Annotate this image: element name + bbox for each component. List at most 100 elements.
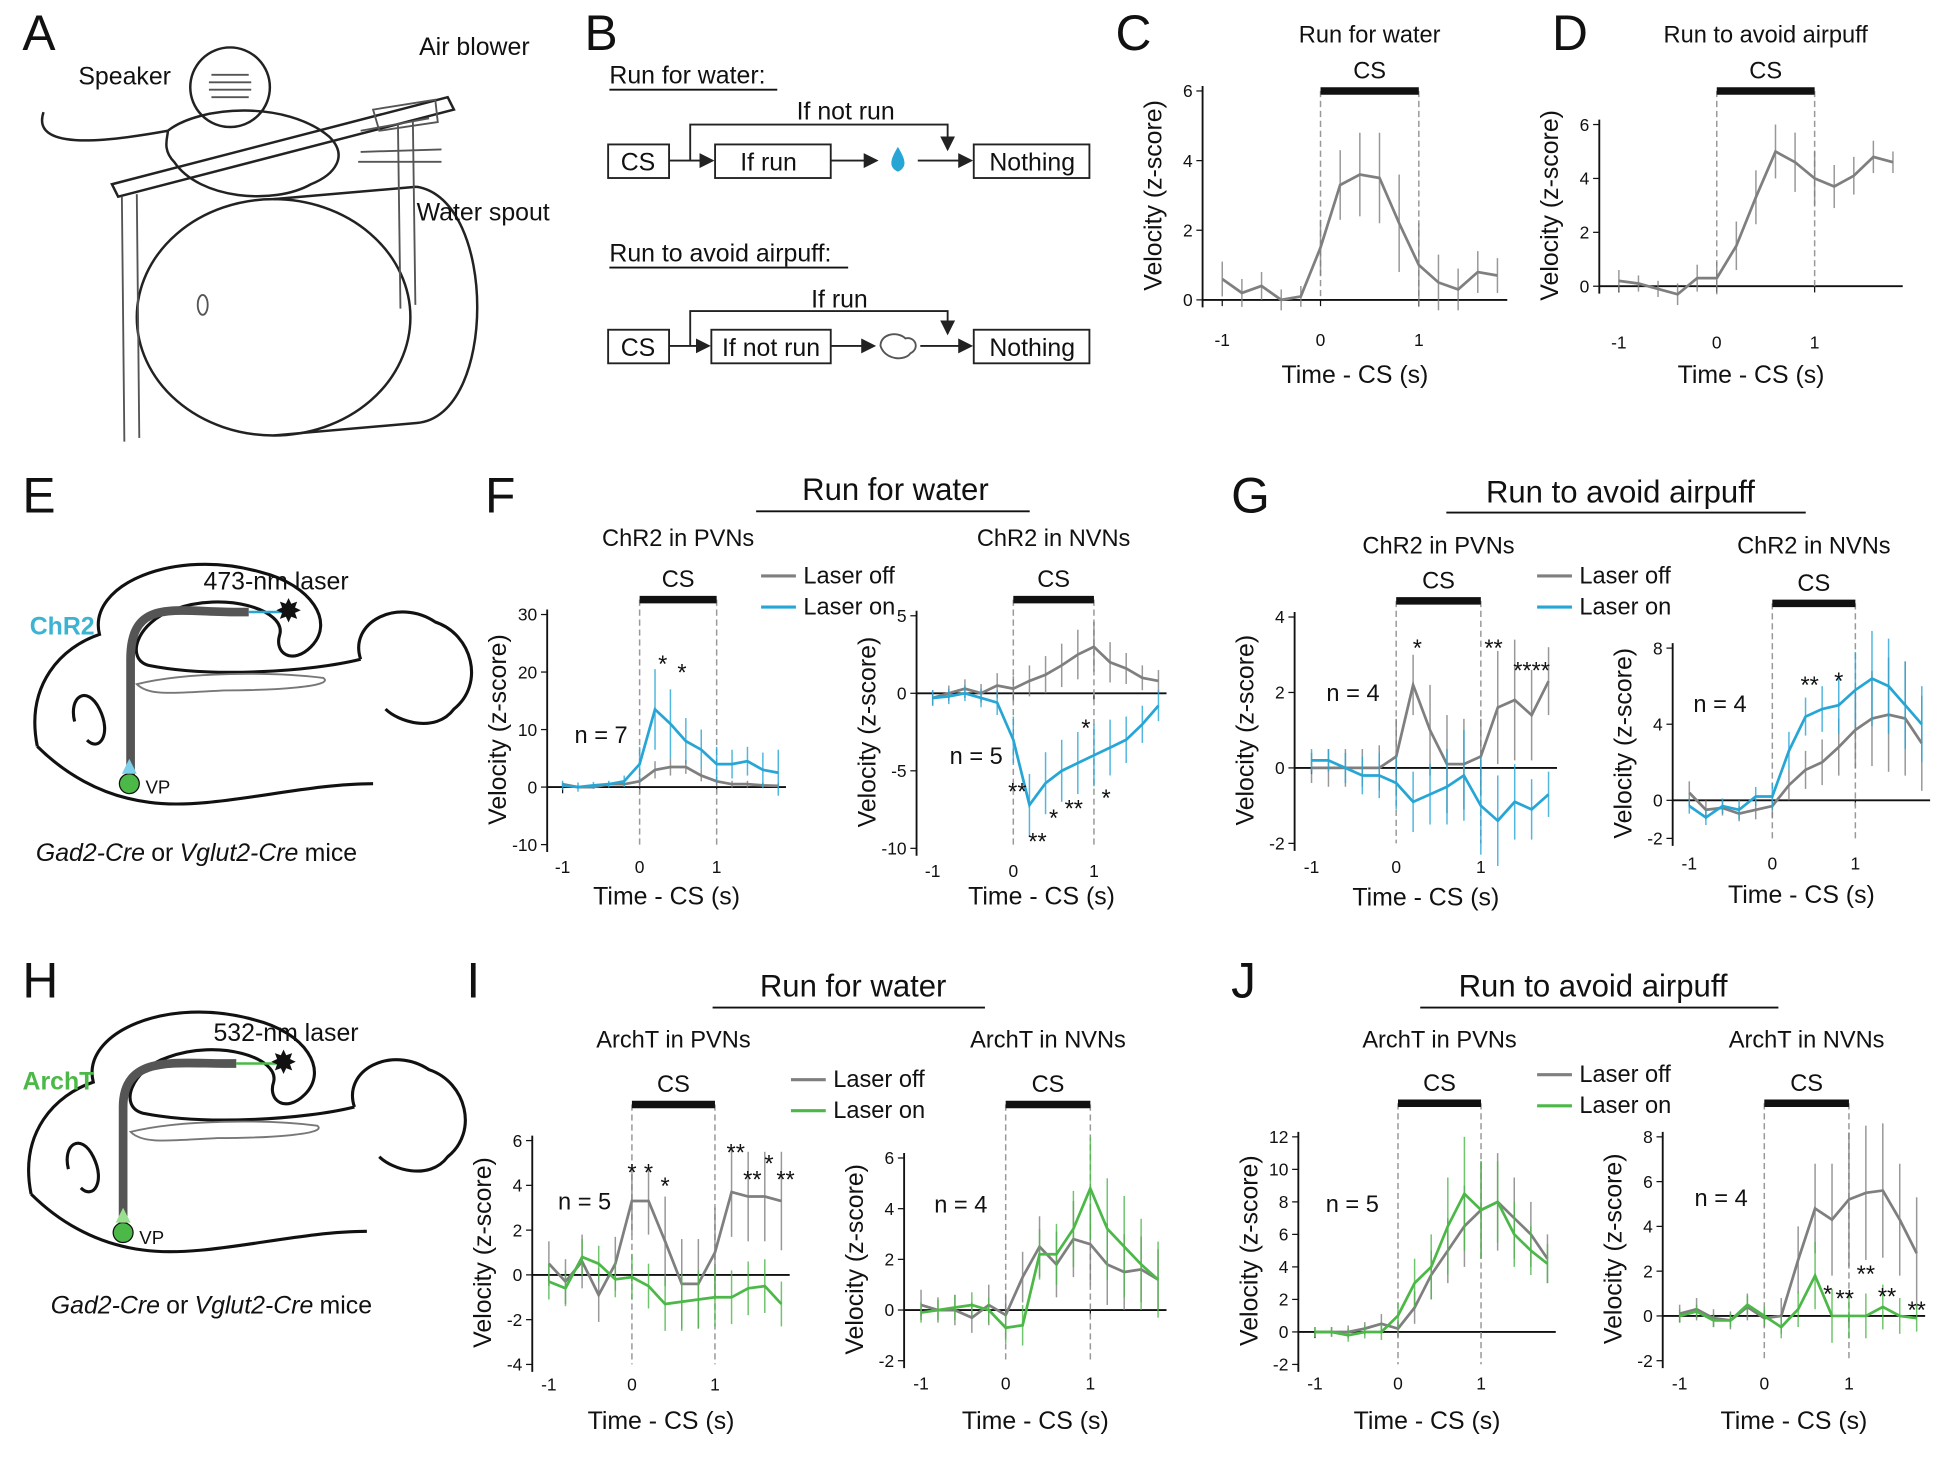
y-axis-label: Velocity (z-score) <box>1140 100 1168 291</box>
y-axis-label: Velocity (z-score) <box>1610 648 1638 839</box>
y-tick-label: -2 <box>1273 1355 1288 1375</box>
x-tick-label: 1 <box>710 1375 720 1395</box>
y-tick-label: 2 <box>1183 220 1193 240</box>
vp-site <box>118 773 140 795</box>
annotation: * <box>1834 669 1843 695</box>
annotation: n = 5 <box>558 1190 611 1216</box>
laser-label: 532-nm laser <box>213 1019 358 1047</box>
genotype: Vglut2-Cre <box>180 839 299 867</box>
x-axis-label: Time - CS (s) <box>588 1407 735 1435</box>
y-axis-label: Velocity (z-score) <box>484 634 512 825</box>
y-tick-label: 6 <box>884 1148 894 1168</box>
legend-label: Laser off <box>803 563 895 589</box>
gate-text: If not run <box>722 334 820 362</box>
annotation: ** <box>776 1167 794 1193</box>
cs-label: CS <box>1423 1071 1456 1097</box>
light-cone <box>121 758 137 774</box>
chart-title: ChR2 in PVNs <box>602 526 754 552</box>
x-tick-label: -1 <box>1672 1373 1687 1393</box>
chart-title: ChR2 in NVNs <box>977 526 1131 552</box>
cs-label: CS <box>1422 568 1455 594</box>
series-line <box>1315 1191 1549 1337</box>
x-tick-label: -1 <box>925 861 940 881</box>
chart-title: ChR2 in NVNs <box>1737 534 1891 560</box>
conjunction: or <box>151 839 173 867</box>
y-tick-label: 0 <box>513 1265 523 1285</box>
y-tick-label: -2 <box>507 1310 522 1330</box>
y-tick-label: 8 <box>1279 1192 1289 1212</box>
x-axis-label: Time - CS (s) <box>1354 1407 1501 1435</box>
x-tick-label: 0 <box>1001 1373 1011 1393</box>
y-tick-label: 8 <box>1643 1127 1653 1147</box>
x-tick-label: -1 <box>541 1375 556 1395</box>
x-tick-label: 0 <box>1759 1373 1769 1393</box>
cs-label: CS <box>1797 571 1830 597</box>
laser-label: 473-nm laser <box>204 568 349 596</box>
fiber <box>118 1058 237 1226</box>
mice-label: Gad2-Cre or Vglut2-Cre mice <box>36 839 357 867</box>
chart-title: ArchT in NVNs <box>1729 1027 1885 1053</box>
y-tick-label: 2 <box>1643 1261 1653 1281</box>
opsin-label: ArchT <box>23 1068 95 1096</box>
y-tick-label: 4 <box>1643 1217 1653 1237</box>
stim-illustration: ✸ ✸ <box>27 562 474 1254</box>
annotation: * <box>1081 716 1090 742</box>
platform <box>110 95 456 199</box>
brain <box>27 1010 467 1254</box>
annotation: * <box>677 661 686 687</box>
y-axis-label: Velocity (z-score) <box>1235 1155 1263 1346</box>
opsin-label: ChR2 <box>30 612 95 640</box>
x-tick-label: 0 <box>1767 853 1777 873</box>
y-tick-label: 4 <box>513 1176 523 1196</box>
legend-label: Laser off <box>833 1067 925 1093</box>
annotation: * <box>764 1152 773 1178</box>
y-tick-label: -2 <box>1269 834 1284 854</box>
gate-box <box>710 328 832 365</box>
x-tick-label: -1 <box>1304 857 1319 877</box>
x-axis-label: Time - CS (s) <box>1728 881 1875 909</box>
y-tick-label: 4 <box>1275 607 1285 627</box>
x-tick-label: 1 <box>1844 1373 1854 1393</box>
x-tick-label: 0 <box>1316 330 1326 350</box>
annotation: ** <box>1836 1287 1854 1313</box>
x-axis-label: Time - CS (s) <box>962 1407 1109 1435</box>
y-tick-label: 0 <box>1643 1306 1653 1326</box>
annotation: ** <box>743 1167 761 1193</box>
x-tick-label: -1 <box>1682 853 1697 873</box>
chart-title: ArchT in PVNs <box>596 1027 750 1053</box>
light-cone <box>115 1207 131 1223</box>
series-line <box>547 1190 782 1299</box>
annotation: n = 5 <box>1326 1192 1379 1218</box>
legend-label: Laser off <box>1579 1062 1671 1088</box>
water-drop <box>891 146 905 172</box>
cs-label: CS <box>1790 1071 1823 1097</box>
chart-title: ArchT in NVNs <box>970 1027 1126 1053</box>
series-line <box>1618 149 1894 296</box>
cs-text: CS <box>621 334 656 362</box>
y-tick-label: 6 <box>1279 1225 1289 1245</box>
cs-label: CS <box>1353 59 1386 85</box>
annotation: ** <box>1800 673 1818 699</box>
series-line <box>1688 677 1923 820</box>
brain <box>33 562 474 806</box>
task-title: Run to avoid airpuff: <box>609 239 831 267</box>
group-title: Run to avoid airpuff <box>1459 968 1728 1003</box>
x-tick-label: -1 <box>555 857 570 877</box>
y-tick-label: 4 <box>884 1199 894 1219</box>
cs-label: CS <box>662 567 695 593</box>
chart-title: ArchT in PVNs <box>1362 1027 1516 1053</box>
gate-text: If run <box>740 149 797 177</box>
branch-text: If run <box>811 285 868 313</box>
panel-letter: A <box>22 5 56 61</box>
x-tick-label: 1 <box>1810 332 1820 352</box>
branch-text: If not run <box>797 98 895 126</box>
x-tick-label: 0 <box>635 857 645 877</box>
y-tick-label: 6 <box>1580 115 1590 135</box>
panel-letter: H <box>22 953 58 1009</box>
annotation: * <box>1049 806 1058 832</box>
panel-letter: J <box>1231 953 1256 1009</box>
y-tick-label: 4 <box>1183 151 1193 171</box>
panel-letter: I <box>466 953 480 1009</box>
legend-label: Laser on <box>803 595 895 621</box>
